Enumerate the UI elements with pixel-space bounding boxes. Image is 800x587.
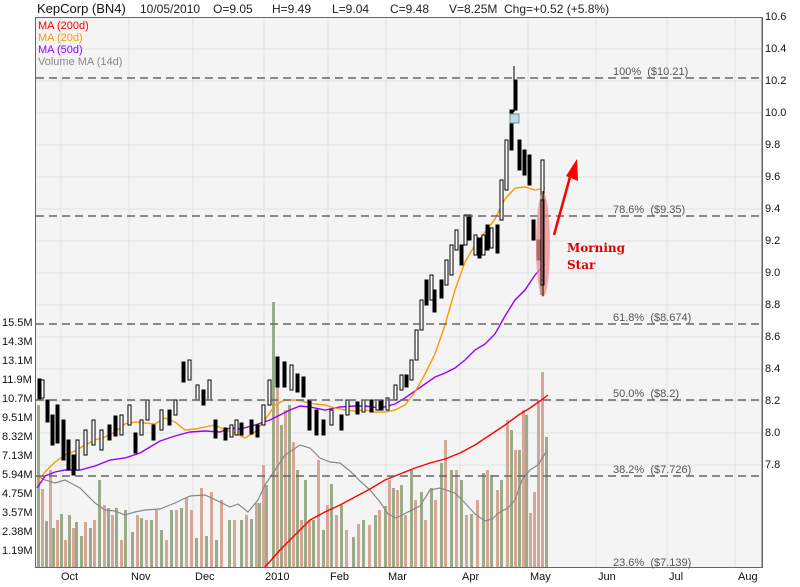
price-tick: 8.2 — [765, 395, 781, 407]
open-value: O=9.05 — [213, 2, 253, 16]
vertical-grid — [60, 18, 736, 567]
change-value: Chg=+0.52 (+5.8%) — [504, 2, 610, 16]
legend-ma200: MA (200d) — [38, 20, 89, 32]
price-tick: 10.0 — [765, 107, 787, 119]
fib-label-382: 38.2% ($7.726) — [613, 464, 692, 476]
price-tick: 8.4 — [765, 363, 781, 375]
month-tick: Dec — [195, 571, 215, 583]
volume-tick: 2.38M — [2, 526, 33, 538]
month-tick: Apr — [462, 571, 480, 583]
annotation-line-2: Star — [567, 258, 596, 272]
volume-tick: 1.19M — [2, 545, 33, 557]
price-tick: 8.8 — [765, 299, 781, 311]
close-value: C=9.48 — [390, 2, 430, 16]
up-arrow-icon — [552, 159, 578, 236]
price-tick: 10.2 — [765, 75, 787, 87]
low-value: L=9.04 — [332, 2, 370, 16]
legend: MA (200d) MA (20d) MA (50d) Volume MA (1… — [38, 20, 122, 68]
horizontal-grid — [36, 48, 762, 466]
month-tick: Jul — [669, 571, 684, 583]
bar-date: 10/05/2010 — [140, 2, 201, 16]
volume-tick: 9.51M — [2, 412, 33, 424]
month-tick: Jun — [598, 571, 616, 583]
volume-bars — [37, 302, 548, 567]
volume-tick: 15.5M — [2, 317, 33, 329]
fib-label-500: 50.0% ($8.2) — [613, 388, 680, 400]
fib-label-236: 23.6% ($7.139) — [613, 557, 692, 569]
fibonacci-lines — [36, 77, 762, 477]
price-tick: 7.8 — [765, 459, 781, 471]
volume-tick: 3.57M — [2, 507, 33, 519]
fib-label-618: 61.8% ($8.674) — [613, 312, 692, 324]
volume-tick: 10.7M — [2, 393, 33, 405]
ma-50-line — [36, 263, 546, 489]
tooltip-marker — [509, 113, 520, 124]
legend-ma20: MA (20d) — [38, 32, 83, 44]
month-tick: Nov — [131, 571, 151, 583]
price-tick: 10.6 — [765, 11, 787, 23]
price-tick: 8.0 — [765, 427, 781, 439]
price-tick: 9.2 — [765, 235, 781, 247]
legend-ma50: MA (50d) — [38, 44, 83, 56]
volume-tick: 4.75M — [2, 488, 33, 500]
price-tick: 9.6 — [765, 171, 781, 183]
chart-header: KepCorp (BN4) 10/05/2010 O=9.05 H=9.49 L… — [0, 0, 800, 18]
month-tick: Mar — [388, 571, 407, 583]
ma-200-line — [264, 394, 549, 568]
price-tick: 9.8 — [765, 139, 781, 151]
morning-star-annotation: Morning Star — [567, 240, 625, 274]
fib-label-100: 100% ($10.21) — [613, 66, 689, 78]
month-tick: 2010 — [265, 571, 290, 583]
price-tick: 9.0 — [765, 267, 781, 279]
month-tick: Aug — [738, 571, 758, 583]
price-tick: 10.4 — [765, 43, 787, 55]
month-tick: Oct — [61, 571, 79, 583]
price-tick: 8.6 — [765, 331, 781, 343]
volume-tick: 11.9M — [2, 374, 32, 386]
high-value: H=9.49 — [272, 2, 312, 16]
volume-tick: 8.32M — [2, 431, 33, 443]
volume-tick: 7.13M — [2, 450, 33, 462]
volume-tick: 13.1M — [2, 355, 33, 367]
volume-ma-line — [36, 444, 547, 522]
legend-volume-ma: Volume MA (14d) — [38, 56, 123, 68]
month-tick: Feb — [330, 571, 349, 583]
volume-value: V=8.25M — [449, 2, 498, 16]
volume-tick: 5.94M — [2, 469, 33, 481]
ticker-title: KepCorp (BN4) — [37, 1, 126, 16]
annotation-line-1: Morning — [567, 241, 626, 255]
price-tick: 9.4 — [765, 203, 781, 215]
fib-label-786: 78.6% ($9.35) — [613, 204, 686, 216]
volume-tick: 14.3M — [2, 336, 33, 348]
month-tick: May — [530, 571, 551, 583]
